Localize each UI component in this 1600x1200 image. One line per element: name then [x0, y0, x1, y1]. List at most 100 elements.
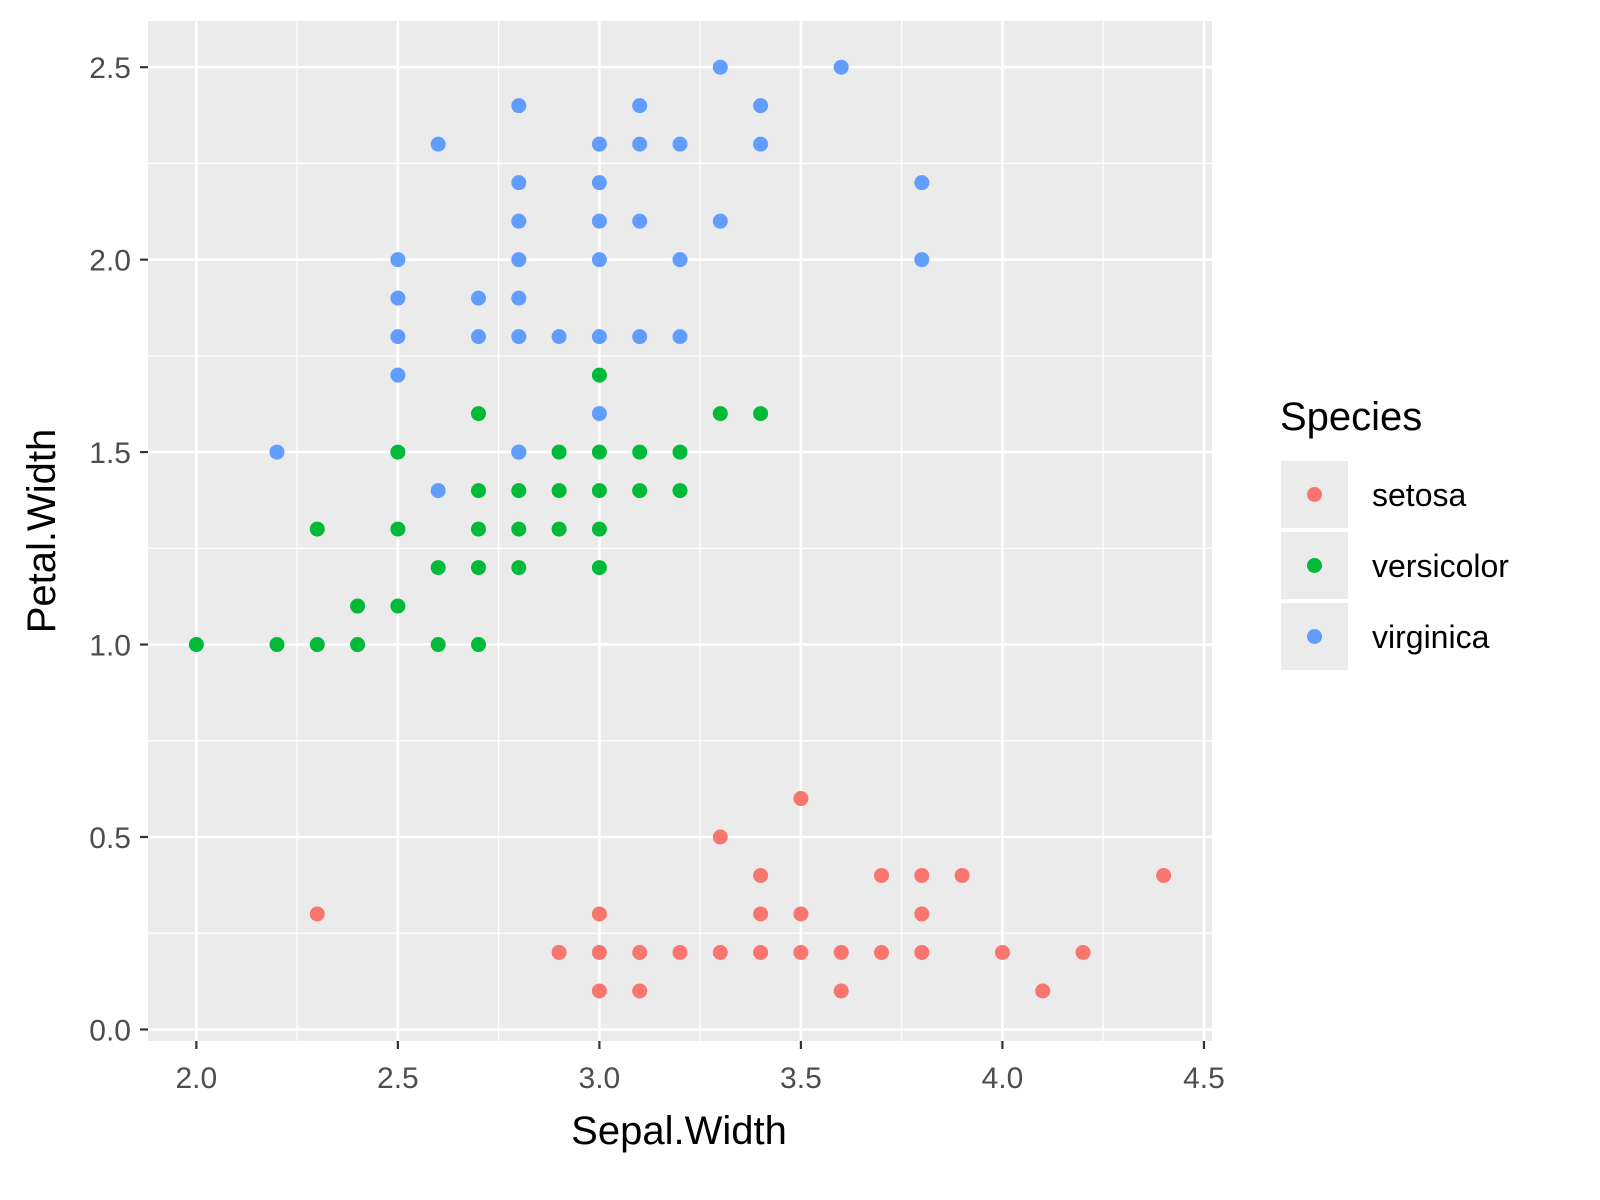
data-point	[712, 406, 728, 422]
data-point	[511, 444, 527, 460]
data-point	[470, 483, 486, 499]
data-point	[470, 521, 486, 537]
data-point	[914, 175, 930, 191]
data-point	[591, 906, 607, 922]
data-point	[591, 136, 607, 152]
minor-gridlines	[148, 21, 1212, 1041]
x-tick-label: 4.0	[982, 1062, 1024, 1095]
data-point	[511, 98, 527, 114]
series-versicolor	[188, 367, 769, 653]
data-point	[954, 867, 970, 883]
data-point	[632, 944, 648, 960]
data-point	[551, 329, 567, 345]
data-point	[511, 175, 527, 191]
data-point	[672, 944, 688, 960]
legend-item-versicolor: versicolor	[1281, 532, 1509, 599]
data-point	[591, 560, 607, 576]
data-point	[712, 944, 728, 960]
data-point	[390, 290, 406, 306]
data-points	[188, 59, 1172, 999]
data-point	[753, 136, 769, 152]
x-tick-label: 3.5	[780, 1062, 822, 1095]
data-point	[591, 367, 607, 383]
data-point	[350, 637, 366, 653]
legend-title: Species	[1280, 395, 1422, 439]
data-point	[793, 791, 809, 807]
legend-item-virginica: virginica	[1281, 603, 1490, 670]
data-point	[309, 637, 325, 653]
data-point	[591, 213, 607, 229]
legend-marker	[1307, 487, 1322, 502]
data-point	[632, 483, 648, 499]
data-point	[269, 444, 285, 460]
x-tick-label: 3.0	[579, 1062, 621, 1095]
data-point	[591, 521, 607, 537]
y-tick-label: 1.5	[89, 437, 131, 470]
data-point	[874, 867, 890, 883]
data-point	[591, 444, 607, 460]
data-point	[753, 944, 769, 960]
data-point	[672, 252, 688, 268]
data-point	[390, 521, 406, 537]
data-point	[712, 829, 728, 845]
data-point	[833, 59, 849, 75]
x-tick-label: 4.5	[1183, 1062, 1225, 1095]
data-point	[470, 637, 486, 653]
data-point	[591, 983, 607, 999]
data-point	[712, 59, 728, 75]
data-point	[591, 329, 607, 345]
data-point	[632, 329, 648, 345]
data-point	[188, 637, 204, 653]
data-point	[632, 136, 648, 152]
y-tick-label: 0.5	[89, 822, 131, 855]
data-point	[430, 560, 446, 576]
series-setosa	[309, 791, 1172, 999]
data-point	[511, 290, 527, 306]
y-tick-label: 1.0	[89, 630, 131, 663]
data-point	[511, 483, 527, 499]
data-point	[390, 252, 406, 268]
data-point	[390, 598, 406, 614]
data-point	[309, 521, 325, 537]
legend-marker	[1307, 629, 1322, 644]
legend: Species setosa versicolor virginica	[1280, 395, 1509, 670]
data-point	[430, 637, 446, 653]
data-point	[672, 483, 688, 499]
data-point	[914, 867, 930, 883]
data-point	[470, 560, 486, 576]
data-point	[1156, 867, 1172, 883]
data-point	[672, 136, 688, 152]
data-point	[914, 944, 930, 960]
data-point	[309, 906, 325, 922]
data-point	[591, 406, 607, 422]
legend-label: setosa	[1372, 477, 1466, 513]
data-point	[994, 944, 1010, 960]
data-point	[470, 406, 486, 422]
data-point	[591, 252, 607, 268]
y-tick-label: 2.0	[89, 245, 131, 278]
data-point	[672, 329, 688, 345]
data-point	[914, 252, 930, 268]
y-axis: 0.0 0.5 1.0 1.5 2.0 2.5	[89, 52, 148, 1047]
data-point	[753, 867, 769, 883]
y-axis-title: Petal.Width	[20, 429, 64, 634]
data-point	[833, 944, 849, 960]
data-point	[914, 906, 930, 922]
legend-label: virginica	[1372, 619, 1490, 655]
data-point	[753, 906, 769, 922]
data-point	[712, 213, 728, 229]
data-point	[511, 521, 527, 537]
data-point	[753, 98, 769, 114]
data-point	[591, 483, 607, 499]
y-tick-label: 2.5	[89, 52, 131, 85]
data-point	[511, 213, 527, 229]
data-point	[511, 329, 527, 345]
data-point	[551, 483, 567, 499]
x-tick-label: 2.5	[377, 1062, 419, 1095]
data-point	[390, 444, 406, 460]
y-tick-label: 0.0	[89, 1014, 131, 1047]
data-point	[430, 136, 446, 152]
data-point	[672, 444, 688, 460]
series-virginica	[269, 59, 930, 499]
